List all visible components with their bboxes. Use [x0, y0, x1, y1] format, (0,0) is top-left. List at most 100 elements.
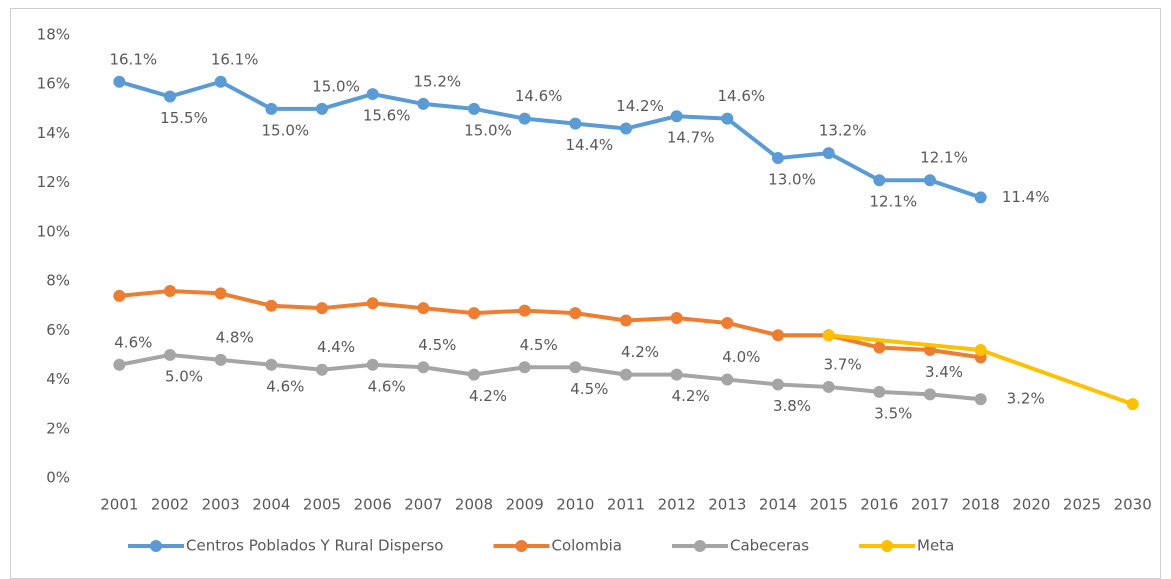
x-tick-label: 2008	[455, 496, 493, 514]
data-label: 4.4%	[317, 338, 355, 356]
data-label: 15.0%	[464, 121, 512, 139]
x-tick-label: 2017	[911, 496, 949, 514]
data-point	[214, 75, 227, 88]
y-tick-label: 16%	[37, 75, 70, 93]
data-label: 4.5%	[418, 336, 456, 354]
data-point	[670, 368, 683, 381]
data-label: 11.4%	[1002, 188, 1050, 206]
data-label: 4.6%	[114, 333, 152, 351]
data-label: 12.1%	[920, 149, 968, 167]
data-point	[620, 122, 632, 135]
data-label: 16.1%	[211, 50, 259, 68]
x-tick-label: 2010	[556, 496, 594, 514]
data-label: 14.6%	[718, 87, 766, 105]
data-point	[721, 112, 734, 125]
series-line	[118, 79, 982, 200]
data-point	[974, 393, 987, 406]
data-label: 4.2%	[672, 387, 710, 405]
x-tick-label: 2002	[151, 496, 189, 514]
data-label: 4.5%	[570, 380, 608, 398]
data-point	[974, 344, 987, 357]
data-label: 13.2%	[819, 122, 867, 140]
data-point	[620, 314, 632, 327]
data-label: 14.2%	[616, 97, 664, 115]
data-label: 3.8%	[773, 397, 811, 415]
data-point	[366, 358, 379, 371]
data-point	[316, 363, 328, 376]
y-tick-label: 12%	[37, 173, 70, 191]
legend-label: Centros Poblados Y Rural Disperso	[186, 537, 443, 555]
data-point	[468, 368, 480, 381]
data-point	[265, 299, 278, 312]
data-label: 15.0%	[312, 77, 360, 95]
data-label: 4.0%	[722, 348, 760, 366]
data-label: 3.5%	[874, 404, 912, 422]
data-point	[164, 284, 176, 297]
x-tick-label: 2015	[810, 496, 848, 514]
x-tick-label: 2018	[962, 496, 1000, 514]
data-label: 15.6%	[363, 107, 411, 125]
y-tick-label: 14%	[37, 124, 70, 142]
data-label: 4.6%	[266, 377, 304, 395]
data-point	[518, 112, 531, 125]
data-point	[265, 358, 278, 371]
y-tick-label: 6%	[46, 321, 70, 339]
data-label: 3.4%	[925, 363, 963, 381]
data-point	[164, 348, 176, 361]
x-tick-label: 2005	[303, 496, 341, 514]
data-label: 4.2%	[469, 387, 507, 405]
data-point	[569, 361, 582, 374]
data-point	[417, 302, 430, 315]
y-tick-label: 8%	[46, 272, 70, 290]
data-point	[873, 385, 886, 398]
legend-label: Meta	[917, 537, 954, 555]
data-point	[620, 368, 632, 381]
legend-marker	[515, 540, 528, 552]
data-point	[721, 316, 734, 329]
data-point	[1126, 398, 1139, 411]
data-point	[265, 102, 278, 115]
data-point	[164, 90, 176, 103]
data-label: 3.2%	[1007, 390, 1045, 408]
data-point	[518, 304, 531, 317]
legend-label: Cabeceras	[730, 537, 809, 555]
data-point	[873, 174, 886, 187]
legend-marker	[693, 540, 706, 552]
data-label: 4.2%	[621, 343, 659, 361]
data-label: 4.5%	[520, 336, 558, 354]
data-point	[873, 341, 886, 354]
x-tick-label: 2013	[708, 496, 746, 514]
x-tick-label: 2025	[1063, 496, 1101, 514]
x-tick-label: 2011	[607, 496, 645, 514]
data-point	[417, 97, 430, 110]
x-tick-label: 2016	[860, 496, 898, 514]
data-label: 3.7%	[824, 355, 862, 373]
data-point	[518, 361, 531, 374]
x-tick-label: 2007	[404, 496, 442, 514]
data-label: 15.2%	[414, 72, 462, 90]
data-point	[113, 358, 126, 371]
x-tick-label: 2009	[506, 496, 544, 514]
legend-marker	[881, 540, 894, 552]
y-tick-label: 18%	[37, 26, 70, 44]
y-tick-label: 0%	[46, 469, 70, 487]
data-point	[366, 88, 379, 101]
data-point	[670, 110, 683, 123]
y-tick-label: 10%	[37, 222, 70, 240]
data-point	[822, 147, 835, 160]
data-point	[670, 312, 683, 325]
data-point	[924, 174, 936, 187]
x-tick-label: 2020	[1012, 496, 1050, 514]
data-label: 14.7%	[667, 129, 715, 147]
x-tick-label: 2003	[202, 496, 240, 514]
data-point	[468, 102, 480, 115]
data-label: 4.8%	[216, 328, 254, 346]
x-tick-label: 2006	[354, 496, 392, 514]
data-point	[214, 287, 227, 300]
data-point	[569, 117, 582, 130]
x-tick-label: 2012	[658, 496, 696, 514]
data-point	[569, 307, 582, 320]
data-point	[316, 302, 328, 315]
series-line	[118, 352, 981, 402]
